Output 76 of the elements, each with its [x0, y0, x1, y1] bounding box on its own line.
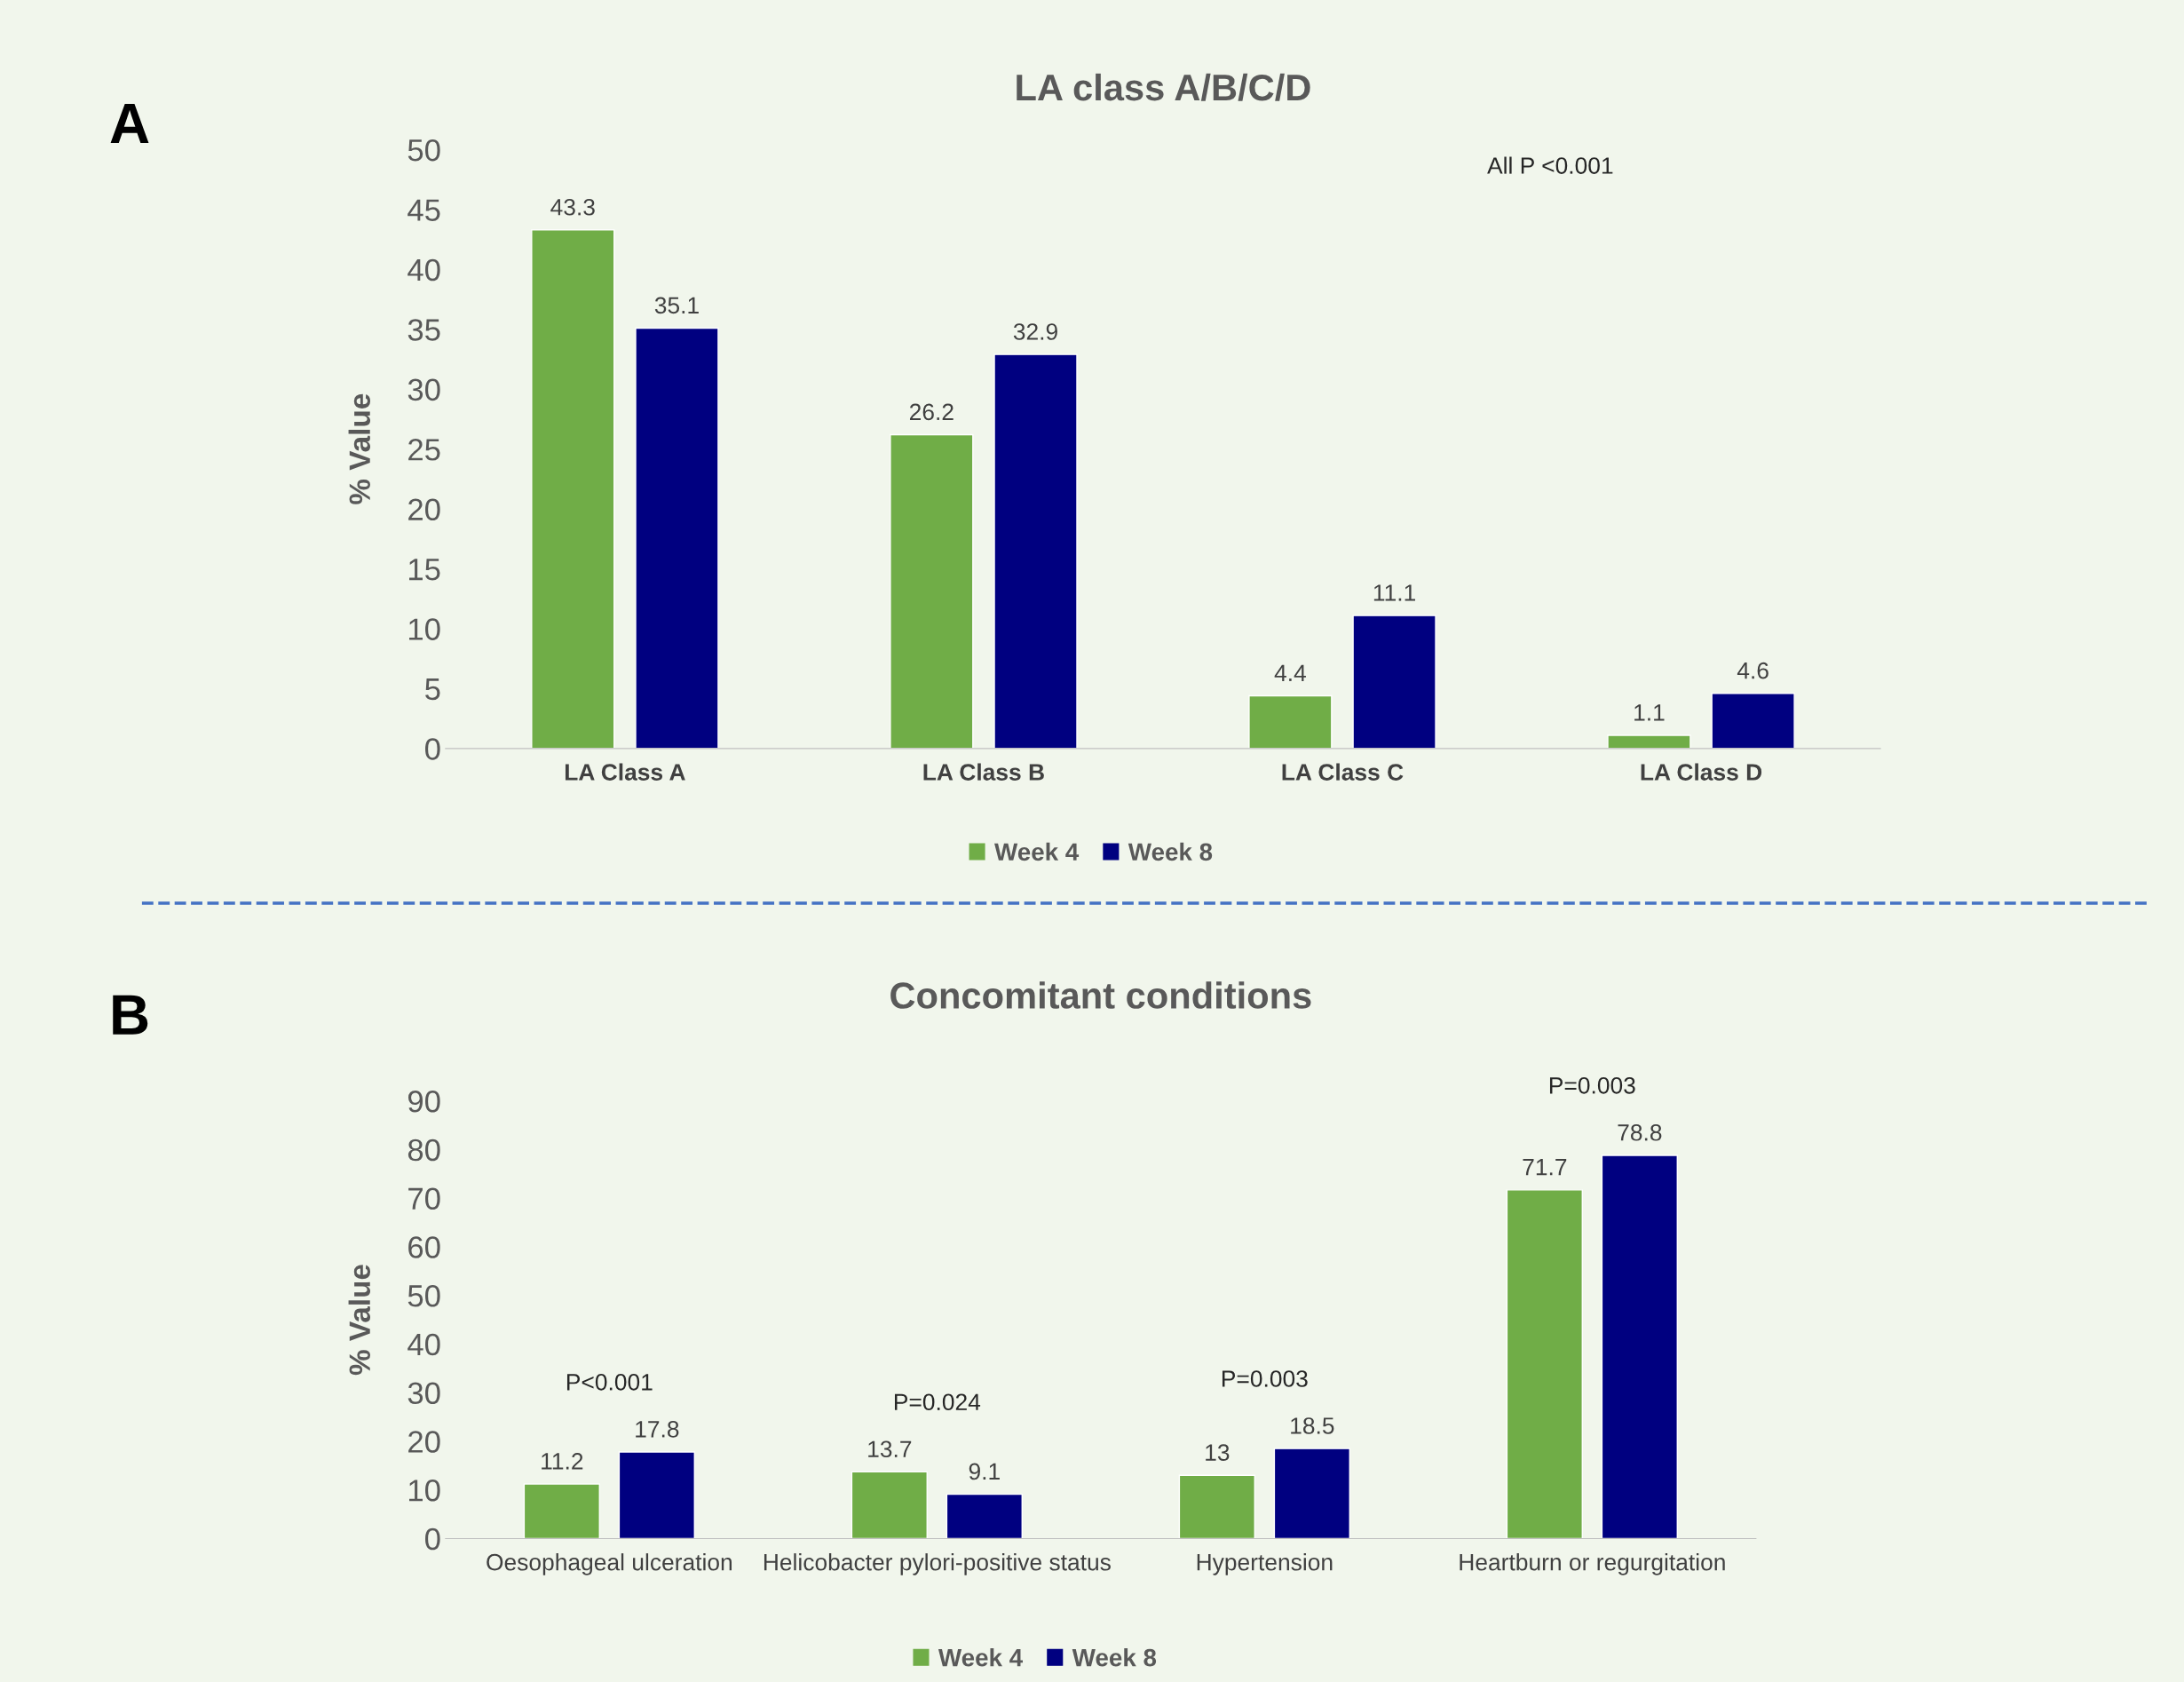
- bar: [1601, 1154, 1678, 1539]
- annotation: All P <0.001: [1487, 156, 1613, 174]
- data-label: 13: [1206, 1444, 1230, 1461]
- y-axis-title: % Value: [348, 1265, 371, 1376]
- y-tick-label: 60: [408, 1236, 440, 1258]
- data-label: 18.5: [1291, 1417, 1334, 1434]
- annotation: P<0.001: [566, 1373, 653, 1391]
- y-tick-label: 90: [408, 1090, 440, 1113]
- bar: [1273, 1448, 1350, 1539]
- annotation: P=0.024: [894, 1393, 981, 1411]
- x-tick-label: Oesophageal ulceration: [487, 1553, 732, 1575]
- bar: [1248, 694, 1333, 749]
- bar: [531, 229, 615, 749]
- data-label: 13.7: [868, 1440, 912, 1458]
- data-label: 11.1: [1373, 584, 1415, 601]
- data-label: 71.7: [1523, 1159, 1567, 1176]
- data-label: 9.1: [969, 1463, 1000, 1480]
- bar: [890, 433, 974, 749]
- y-tick-label: 20: [408, 498, 440, 521]
- data-label: 4.6: [1737, 662, 1769, 679]
- y-tick-label: 50: [408, 1284, 440, 1307]
- bar: [618, 1451, 695, 1539]
- y-tick-label: 10: [409, 1480, 440, 1502]
- bar: [1352, 615, 1436, 749]
- y-tick-label: 80: [408, 1139, 440, 1162]
- data-label: 26.2: [909, 403, 954, 421]
- data-label: 35.1: [654, 297, 699, 314]
- bar: [635, 327, 719, 749]
- x-tick-label: Heartburn or regurgitation: [1460, 1553, 1725, 1575]
- data-label: 43.3: [550, 198, 595, 216]
- text: A: [110, 104, 149, 143]
- data-label: 17.8: [636, 1420, 679, 1438]
- text: B: [113, 995, 148, 1035]
- y-tick-label: 30: [408, 1382, 440, 1405]
- x-tick-label: Helicobacter pylori-positive status: [764, 1553, 1111, 1575]
- y-tick-label: 0: [425, 738, 440, 760]
- bar: [1607, 734, 1691, 749]
- y-tick-label: 5: [425, 678, 440, 701]
- y-tick-label: 50: [408, 139, 440, 162]
- y-tick-label: 45: [408, 199, 440, 221]
- bar: [946, 1493, 1023, 1539]
- data-label: 78.8: [1618, 1123, 1662, 1141]
- data-label: 1.1: [1634, 704, 1665, 721]
- y-tick-label: 35: [408, 319, 440, 341]
- legend-label: Week 8: [1128, 842, 1213, 861]
- chart-title: Concomitant conditions: [890, 981, 1311, 1009]
- bar: [851, 1471, 928, 1539]
- y-axis-title: % Value: [348, 393, 371, 504]
- legend-label: Week 4: [994, 842, 1080, 861]
- y-tick-label: 10: [409, 618, 440, 640]
- legend-label: Week 8: [1072, 1648, 1157, 1667]
- y-tick-label: 30: [408, 378, 440, 401]
- chart-title: LA class A/B/C/D: [1017, 73, 1310, 101]
- data-label: 11.2: [542, 1453, 583, 1470]
- y-tick-label: 70: [408, 1187, 440, 1210]
- data-label: 32.9: [1013, 323, 1057, 340]
- text: P=0.003: [1549, 1076, 1635, 1094]
- y-tick-label: 0: [425, 1527, 440, 1551]
- y-tick-label: 15: [409, 559, 440, 581]
- bar: [1711, 693, 1795, 749]
- x-tick-label: LA Class A: [565, 763, 685, 781]
- data-label: 4.4: [1274, 664, 1306, 681]
- x-tick-label: Hypertension: [1197, 1553, 1333, 1575]
- bar: [1506, 1189, 1583, 1539]
- bar: [993, 353, 1078, 749]
- x-tick-label: LA Class D: [1641, 763, 1762, 781]
- legend-label: Week 4: [938, 1648, 1024, 1667]
- y-tick-label: 20: [408, 1431, 440, 1453]
- x-tick-label: LA Class B: [923, 763, 1044, 781]
- bar: [1178, 1474, 1255, 1539]
- y-tick-label: 25: [408, 439, 440, 461]
- x-tick-label: LA Class C: [1282, 763, 1404, 781]
- bar: [523, 1483, 600, 1539]
- y-tick-label: 40: [408, 258, 440, 282]
- y-tick-label: 40: [408, 1333, 440, 1356]
- annotation: P=0.003: [1222, 1370, 1308, 1387]
